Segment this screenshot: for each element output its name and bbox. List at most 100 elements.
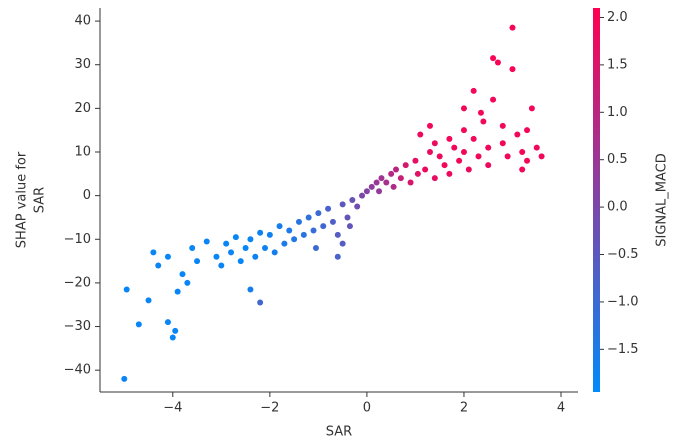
point bbox=[194, 258, 201, 265]
point bbox=[470, 87, 477, 94]
y-axis-label: SAR bbox=[33, 187, 48, 213]
point bbox=[359, 192, 366, 199]
point bbox=[490, 55, 497, 62]
colorbar-tick-label: −1.5 bbox=[607, 342, 639, 357]
point bbox=[312, 245, 319, 251]
point bbox=[524, 127, 531, 134]
point bbox=[407, 179, 414, 186]
point bbox=[417, 131, 424, 138]
point bbox=[286, 227, 293, 234]
y-tick-label: −20 bbox=[64, 275, 91, 290]
point bbox=[320, 223, 327, 230]
x-axis-label: SAR bbox=[326, 425, 352, 440]
point bbox=[281, 240, 288, 247]
point bbox=[446, 135, 453, 142]
x-tick-label: −2 bbox=[260, 401, 279, 416]
point bbox=[533, 144, 540, 151]
point bbox=[524, 157, 531, 164]
point bbox=[528, 105, 535, 112]
point bbox=[271, 249, 278, 256]
point bbox=[213, 253, 220, 260]
point bbox=[189, 245, 196, 251]
point bbox=[315, 210, 322, 217]
point bbox=[334, 253, 341, 260]
point bbox=[480, 118, 487, 125]
y-axis-label: SHAP value for bbox=[15, 151, 30, 248]
point bbox=[499, 122, 506, 129]
point bbox=[276, 223, 283, 230]
point bbox=[538, 153, 545, 160]
y-tick-label: 30 bbox=[74, 57, 91, 72]
point bbox=[305, 214, 312, 221]
point bbox=[470, 135, 477, 142]
point bbox=[460, 149, 467, 155]
point bbox=[247, 286, 254, 293]
y-tick-label: −10 bbox=[64, 232, 91, 247]
colorbar-tick-label: 1.0 bbox=[607, 105, 628, 120]
point bbox=[446, 170, 453, 177]
point bbox=[184, 279, 191, 286]
point bbox=[509, 66, 516, 73]
colorbar-tick-label: −0.5 bbox=[607, 247, 639, 262]
point bbox=[363, 188, 370, 195]
point bbox=[247, 236, 254, 243]
point bbox=[203, 238, 210, 245]
point bbox=[412, 157, 419, 164]
point bbox=[295, 218, 302, 225]
point bbox=[237, 258, 244, 265]
point bbox=[456, 157, 463, 164]
point bbox=[339, 201, 346, 208]
y-tick-label: 10 bbox=[74, 145, 91, 160]
point bbox=[431, 140, 438, 147]
point bbox=[257, 229, 264, 236]
point bbox=[150, 249, 157, 256]
point bbox=[164, 319, 171, 326]
x-tick-label: 4 bbox=[557, 401, 565, 416]
point bbox=[494, 59, 501, 66]
point bbox=[123, 286, 130, 293]
point bbox=[475, 153, 482, 160]
point bbox=[465, 166, 472, 173]
point bbox=[431, 175, 438, 182]
point bbox=[257, 299, 264, 306]
colorbar bbox=[593, 8, 600, 392]
point bbox=[376, 188, 383, 195]
x-tick-label: −4 bbox=[163, 401, 182, 416]
point bbox=[223, 240, 230, 247]
point bbox=[334, 231, 341, 238]
point bbox=[485, 144, 492, 151]
point bbox=[402, 162, 409, 169]
point bbox=[155, 262, 162, 269]
point bbox=[232, 234, 239, 241]
y-tick-label: 40 bbox=[74, 14, 91, 29]
point bbox=[354, 203, 361, 210]
colorbar-tick-label: −1.0 bbox=[607, 294, 639, 309]
point bbox=[436, 153, 443, 160]
point bbox=[397, 175, 404, 182]
point bbox=[426, 122, 433, 129]
point bbox=[325, 205, 332, 212]
point bbox=[460, 127, 467, 134]
point bbox=[135, 321, 142, 328]
point bbox=[349, 197, 356, 203]
point bbox=[300, 231, 307, 238]
point bbox=[121, 375, 128, 382]
point bbox=[179, 271, 186, 278]
point bbox=[266, 231, 273, 238]
point bbox=[451, 144, 458, 151]
point bbox=[228, 249, 235, 256]
point bbox=[242, 245, 249, 251]
point bbox=[519, 149, 526, 155]
point bbox=[477, 109, 484, 116]
point bbox=[460, 105, 467, 112]
point bbox=[378, 175, 385, 182]
points bbox=[121, 24, 545, 382]
point bbox=[346, 223, 353, 230]
point bbox=[499, 140, 506, 147]
point bbox=[291, 236, 298, 243]
point bbox=[145, 297, 152, 304]
point bbox=[393, 166, 400, 173]
point bbox=[164, 253, 171, 260]
point bbox=[172, 327, 179, 334]
